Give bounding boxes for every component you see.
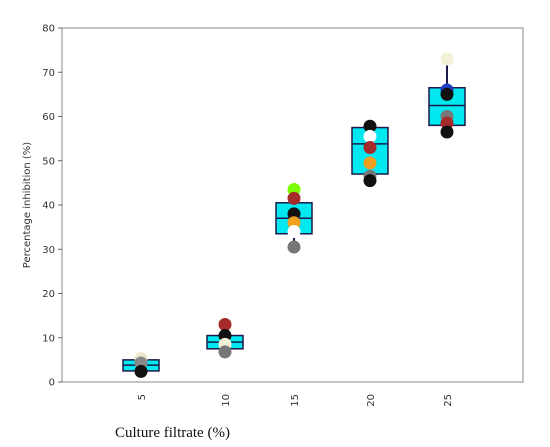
y-tick-label: 80 <box>42 24 55 35</box>
data-point <box>134 364 148 378</box>
x-axis-label: Culture filtrate (%) <box>115 425 230 441</box>
data-point <box>287 240 301 254</box>
data-point <box>287 225 301 239</box>
y-tick-label: 30 <box>42 245 55 256</box>
data-point <box>440 125 454 139</box>
data-point <box>287 191 301 205</box>
y-tick-label: 70 <box>42 68 55 79</box>
y-tick-label: 60 <box>42 112 55 123</box>
x-tick-label: 10 <box>221 394 232 407</box>
data-point <box>363 129 377 143</box>
data-point <box>218 345 232 359</box>
data-point <box>363 140 377 154</box>
data-point <box>440 52 454 66</box>
y-tick-label: 40 <box>42 201 55 212</box>
x-tick-label: 15 <box>290 394 301 407</box>
y-tick-label: 20 <box>42 289 55 300</box>
y-axis-label: Percentage inhibition (%) <box>22 142 33 269</box>
data-point <box>363 174 377 188</box>
data-point <box>363 119 377 133</box>
y-tick-label: 10 <box>42 333 55 344</box>
y-tick-label: 50 <box>42 156 55 167</box>
y-tick-label: 0 <box>49 378 55 389</box>
data-point <box>363 156 377 170</box>
data-point <box>218 317 232 331</box>
x-tick-label: 20 <box>366 394 377 407</box>
data-point <box>440 87 454 101</box>
x-tick-label: 25 <box>443 394 454 407</box>
x-tick-label: 5 <box>137 394 148 400</box>
